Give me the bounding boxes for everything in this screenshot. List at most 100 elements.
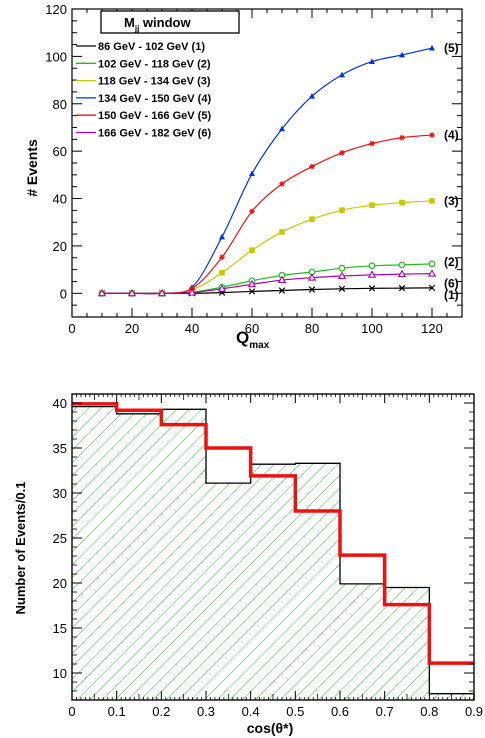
data-point [398, 284, 406, 292]
x-tick-label: 60 [245, 321, 259, 336]
data-point [338, 285, 346, 293]
top-series-group [97, 44, 437, 297]
y-tick-label: 60 [53, 144, 67, 159]
data-point [338, 264, 346, 272]
top-chart: 0 20 40 60 80 100 120 0 20 40 60 80 100 120 (1) (2) (3)… [24, 2, 463, 351]
series-end-label: (6) [444, 277, 459, 291]
data-point [279, 229, 285, 235]
y-tick-label: 20 [53, 576, 67, 591]
y-tick-label: 10 [53, 666, 67, 681]
y-tick-label: 0 [60, 286, 67, 301]
data-point [219, 269, 225, 276]
x-tick-label: 40 [185, 321, 199, 336]
data-point [399, 199, 405, 206]
x-tick-label: 0.1 [108, 704, 126, 719]
y-tick-label: 25 [53, 531, 67, 546]
legend-entry-label: 166 GeV - 182 GeV (6) [98, 128, 211, 140]
series-end-label: (5) [444, 41, 459, 55]
legend-entry-label: 102 GeV - 118 GeV (2) [98, 58, 211, 70]
top-plot-frame [71, 8, 463, 318]
x-tick-label: 0.7 [376, 704, 394, 719]
x-tick-label: 0.3 [197, 704, 215, 719]
data-point [367, 270, 377, 278]
x-tick-label: 0.6 [331, 704, 349, 719]
legend-title-box [100, 10, 240, 34]
data-point [279, 125, 285, 132]
bottom-axes: 0 0.1 0.2 0.3 0.4 0.5 0.6 0.7 0.8 0.9 10 15 20 25 30 35… [53, 393, 483, 719]
red-step-histogram [72, 402, 474, 665]
legend-entry-label: 150 GeV - 166 GeV (5) [98, 110, 211, 122]
y-tick-label: 30 [53, 486, 67, 501]
data-point [369, 202, 375, 208]
data-point [397, 269, 407, 278]
data-point [307, 273, 317, 281]
data-point [339, 150, 345, 156]
y-tick-label: 80 [53, 97, 67, 112]
x-tick-label: 20 [125, 321, 139, 336]
series-end-label: (2) [444, 255, 459, 269]
hatched-fill [72, 406, 474, 700]
y-tick-label: 120 [45, 2, 67, 17]
data-point [219, 233, 225, 240]
data-point [427, 269, 437, 277]
data-point [369, 140, 375, 147]
x-tick-label: 0 [68, 321, 75, 336]
data-point [277, 275, 287, 283]
data-point [97, 288, 107, 297]
data-point [309, 92, 315, 99]
data-point [309, 163, 315, 170]
data-point [309, 216, 315, 222]
top-x-axis-title: Qmax [236, 328, 270, 351]
x-tick-label: 0.5 [286, 704, 304, 719]
legend-entry-label: 86 GeV - 102 GeV (1) [98, 41, 205, 53]
top-axes: 0 20 40 60 80 100 120 0 20 40 60 80 100 120 [45, 2, 462, 336]
legend-entry-label: 134 GeV - 150 GeV (4) [98, 93, 211, 105]
top-end-labels: (1) (2) (3) (5) (4) (6) [444, 41, 459, 302]
data-point [187, 288, 197, 296]
bottom-y-axis-title: Number of Events/0.1 [13, 482, 28, 615]
data-point [308, 286, 316, 293]
y-tick-label: 20 [53, 239, 67, 254]
data-point [249, 247, 255, 253]
data-point [429, 198, 435, 204]
data-point [279, 181, 285, 187]
x-tick-label: 80 [305, 321, 319, 336]
x-tick-label: 0.9 [465, 704, 483, 719]
data-point [399, 134, 405, 141]
top-legend: Mjj window 86 GeV - 102 GeV (1) 102 GeV -… [76, 10, 240, 140]
data-point [127, 288, 137, 297]
series-end-label: (3) [444, 194, 459, 208]
x-tick-label: 0.4 [242, 704, 260, 719]
data-point [339, 207, 345, 213]
data-point [368, 285, 376, 292]
y-tick-label: 15 [53, 621, 67, 636]
y-tick-label: 35 [53, 441, 67, 456]
bottom-x-axis-title: cos(θ*) [247, 720, 293, 736]
data-point [369, 58, 375, 64]
data-point [429, 132, 435, 138]
x-tick-label: 100 [361, 321, 383, 336]
x-tick-label: 120 [421, 321, 443, 336]
series-6 [97, 269, 437, 297]
x-tick-label: 0.8 [420, 704, 438, 719]
data-point [217, 284, 227, 292]
y-tick-label: 100 [45, 49, 67, 64]
data-point [429, 44, 435, 51]
data-point [398, 261, 406, 269]
data-point [219, 254, 225, 261]
data-point [247, 279, 257, 288]
data-point [428, 284, 436, 292]
data-point [278, 287, 286, 294]
data-point [248, 288, 256, 295]
legend-entry-label: 118 GeV - 134 GeV (3) [98, 76, 211, 88]
bottom-hatched-histogram [72, 402, 475, 700]
legend-entries: 86 GeV - 102 GeV (1) 102 GeV - 118 GeV (2… [76, 41, 211, 140]
x-tick-label: 0.2 [152, 704, 170, 719]
y-tick-label: 40 [53, 396, 67, 411]
data-point [399, 51, 405, 58]
bottom-frame-overlay [71, 393, 475, 701]
series-end-label: (1) [444, 288, 459, 302]
y-tick-label: 40 [53, 192, 67, 207]
legend-title: Mjj window [124, 15, 191, 33]
